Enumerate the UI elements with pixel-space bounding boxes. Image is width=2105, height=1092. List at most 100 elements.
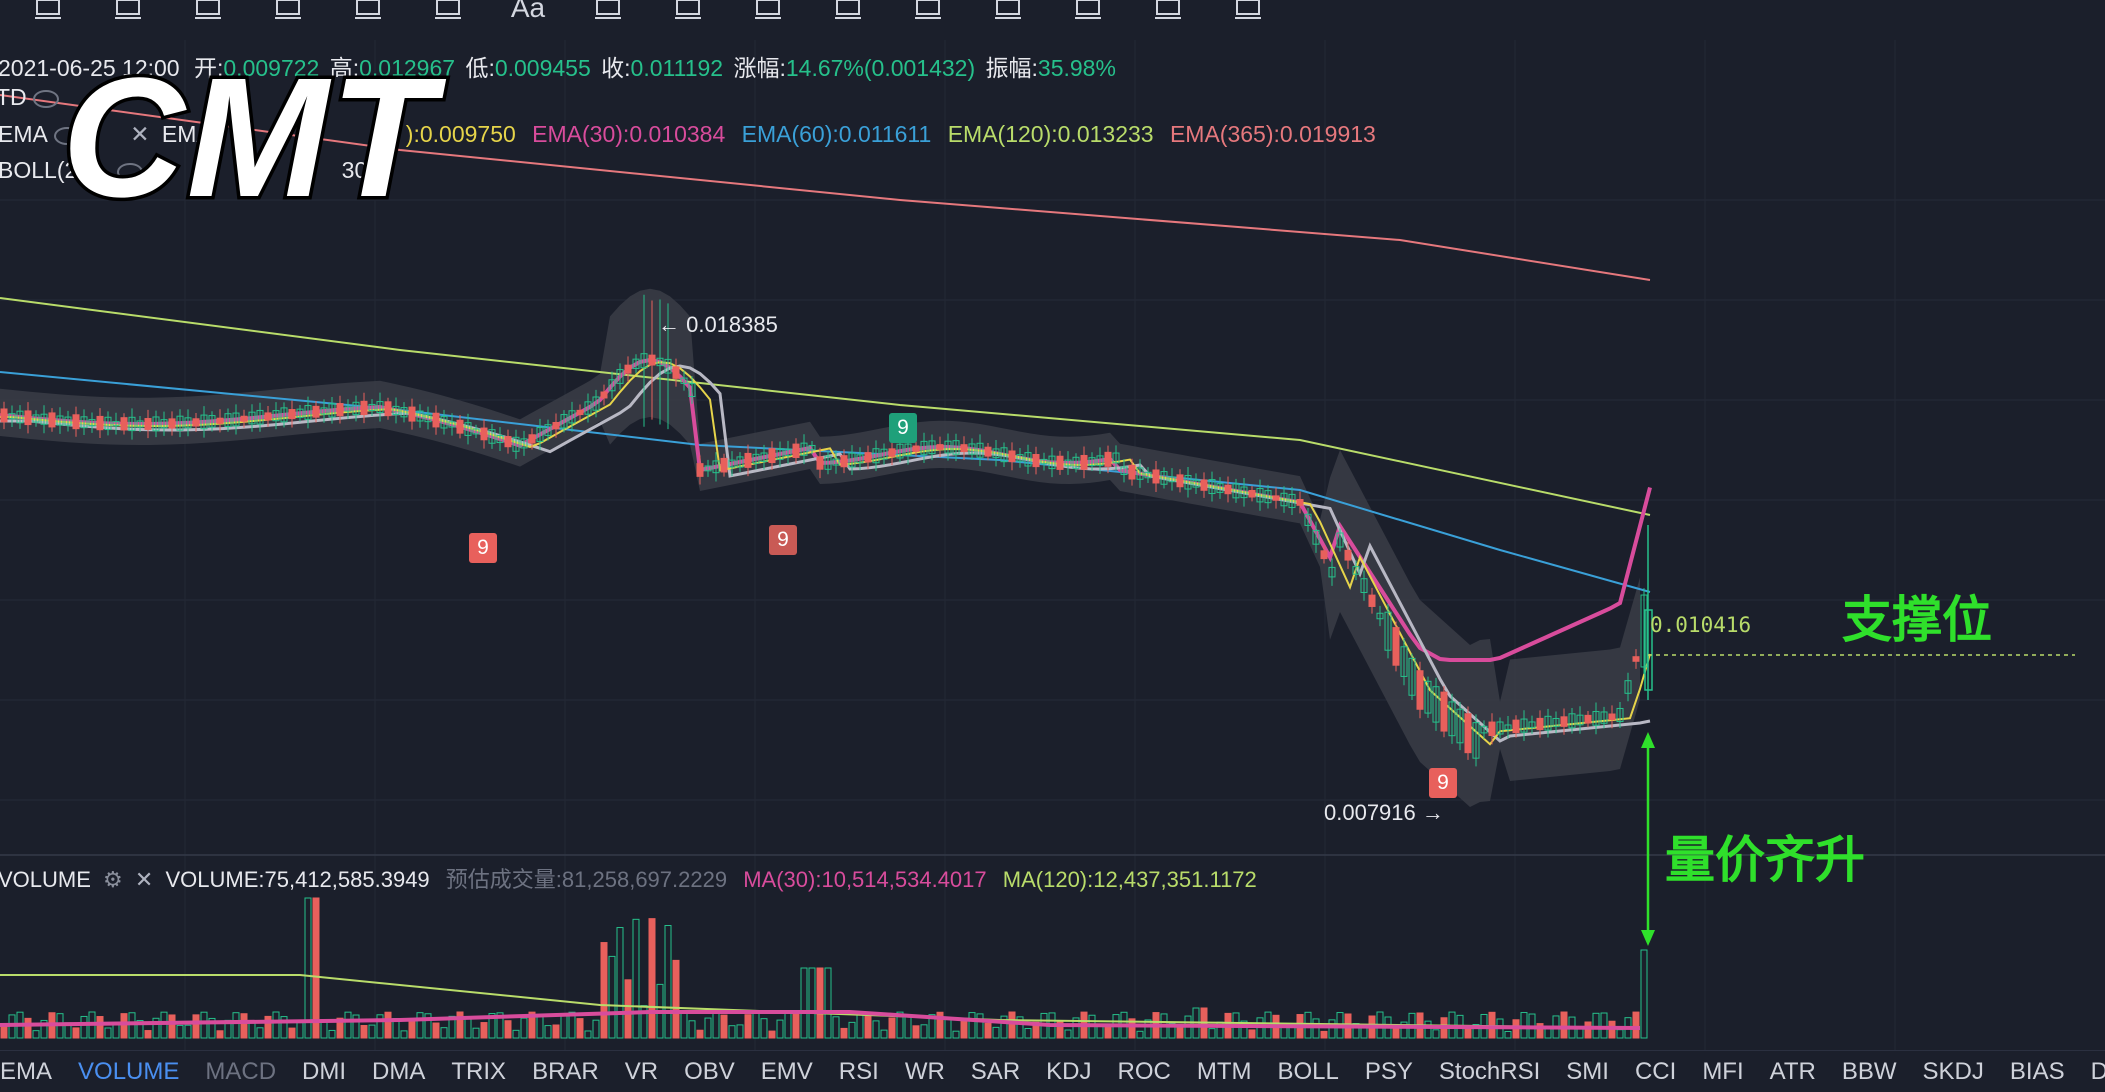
tab-stochrsi[interactable]: StochRSI [1438,1058,1541,1085]
tab-kdj[interactable]: KDJ [1046,1058,1092,1085]
trend-line-icon[interactable] [108,0,148,28]
volume-bar [128,1012,136,1039]
tab-vr[interactable]: VR [624,1058,659,1085]
measure-icon[interactable] [428,0,468,28]
volume-bar [104,1027,112,1039]
tab-trix[interactable]: TRIX [451,1058,507,1085]
tab-smi[interactable]: SMI [1566,1058,1609,1085]
volume-bar [704,1017,712,1039]
candle-body [288,409,296,420]
candle-body [1616,707,1624,723]
eye-icon[interactable] [53,126,80,145]
tab-sar[interactable]: SAR [970,1058,1021,1085]
tab-dmi[interactable]: DMI [302,1058,347,1085]
tab-mtm[interactable]: MTM [1196,1058,1252,1085]
tab-rsi[interactable]: RSI [838,1058,879,1085]
volume-bar [616,927,624,1039]
volume-bar [248,1022,256,1039]
volume-bar [840,1027,848,1039]
tab-dma[interactable]: DMA [372,1058,426,1085]
volume-bar [888,1017,896,1039]
volume-bar [1520,1012,1528,1039]
trash-icon[interactable] [1228,0,1268,28]
ruler-icon[interactable] [588,0,628,28]
candle-body [56,415,64,426]
candle-body [296,408,304,418]
volume-bar [496,1012,504,1039]
volume-bar [472,1027,480,1039]
candle-body [456,419,464,434]
volume-bar [40,1019,48,1039]
volume-header: VOLUME ⚙ ✕ VOLUME:75,412,585.3949 预估成交量:… [0,862,1257,894]
candle-icon[interactable] [908,0,948,28]
tab-macd[interactable]: MACD [205,1058,277,1085]
wave-icon[interactable] [348,0,388,28]
eye-icon[interactable] [117,162,144,181]
volume-bar [584,1030,592,1039]
tab-brar[interactable]: BRAR [532,1058,599,1085]
tab-skdj[interactable]: SKDJ [1922,1058,1984,1085]
tab-dpo[interactable]: DPO [2090,1058,2105,1085]
candle-body [824,455,832,470]
rectangle-icon[interactable] [188,0,228,28]
eraser-icon[interactable] [748,0,788,28]
tab-obv[interactable]: OBV [684,1058,735,1085]
ema365-value: 0.019913 [1279,121,1376,147]
candle-body [1232,483,1240,499]
candle-body [224,413,232,428]
candle-body [848,452,856,468]
candle-body [1136,467,1144,480]
note-icon[interactable] [1148,0,1188,28]
tab-mfi[interactable]: MFI [1702,1058,1744,1085]
lock-icon[interactable] [988,0,1028,28]
parallel-channel-icon[interactable] [268,0,308,28]
candle-body [976,442,984,458]
candle-body [312,405,320,418]
volume-bar [80,1015,88,1039]
tab-bias[interactable]: BIAS [2009,1058,2065,1085]
volume-bar [696,1029,704,1039]
candle-body [1624,680,1632,694]
tab-volume[interactable]: VOLUME [78,1058,180,1085]
candle-body [16,410,24,424]
volume-bar [1392,1028,1400,1039]
candle-body [200,414,208,430]
magnet-icon[interactable] [668,0,708,28]
candle-body [368,403,376,411]
tab-bbw[interactable]: BBW [1841,1058,1897,1085]
tab-wr[interactable]: WR [904,1058,945,1085]
boll-band-area [0,288,1640,807]
close-icon[interactable]: ✕ [134,867,154,892]
eye-icon[interactable] [32,89,59,108]
tab-psy[interactable]: PSY [1364,1058,1413,1085]
text-tool-icon[interactable]: Aa [510,0,546,23]
close-icon[interactable]: ✕ [130,121,150,147]
volume-bar [1096,1025,1104,1039]
tab-atr[interactable]: ATR [1769,1058,1816,1085]
candle-body [432,412,440,428]
tab-boll[interactable]: BOLL [1277,1058,1339,1085]
volume-bar [800,967,808,1039]
candle-body [144,418,152,430]
boll-band [0,288,1640,807]
pen-icon[interactable] [828,0,868,28]
ema60-value: 0.011611 [838,121,932,147]
volume-bar [376,1014,384,1039]
candles [0,294,1653,767]
boll-value: 307 [341,157,381,183]
volume-bar [456,1011,464,1039]
tab-ema[interactable]: EMA [0,1058,53,1085]
settings-icon[interactable]: ⚙ [103,867,123,892]
volume-bar [952,1030,960,1039]
tab-roc[interactable]: ROC [1117,1058,1171,1085]
candle-body [240,415,248,422]
tab-cci[interactable]: CCI [1634,1058,1677,1085]
candle-body [1336,532,1344,548]
candle-body [496,434,504,444]
tab-emv[interactable]: EMV [760,1058,813,1085]
bookmark-icon[interactable] [1068,0,1108,28]
volume-bar [1584,1021,1592,1039]
horizontal-line-icon[interactable] [28,0,68,28]
amplitude-value: 35.98% [1037,55,1116,81]
